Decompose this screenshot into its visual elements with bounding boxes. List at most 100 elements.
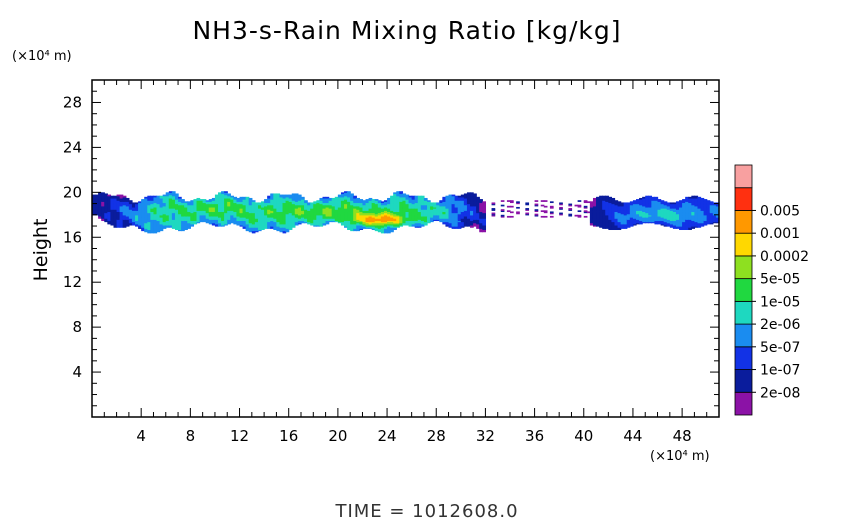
heatmap-cell bbox=[608, 200, 613, 202]
heatmap-cell bbox=[420, 210, 425, 213]
heatmap-cell bbox=[236, 209, 241, 211]
heatmap-cell bbox=[451, 221, 456, 224]
heatmap-cell bbox=[620, 224, 625, 227]
heatmap-cell bbox=[257, 217, 262, 219]
heatmap-cell bbox=[331, 217, 336, 219]
heatmap-cell bbox=[445, 212, 450, 215]
heatmap-cell bbox=[414, 223, 419, 226]
heatmap-cell bbox=[417, 208, 422, 210]
heatmap-cell bbox=[174, 220, 179, 223]
heatmap-cell bbox=[319, 223, 324, 226]
heatmap-cell bbox=[642, 217, 646, 219]
heatmap-cell bbox=[399, 195, 404, 198]
heatmap-cell bbox=[568, 203, 573, 206]
heatmap-cell bbox=[227, 200, 231, 202]
heatmap-cell bbox=[476, 226, 480, 228]
heatmap-cell bbox=[602, 226, 606, 228]
heatmap-cell bbox=[202, 214, 207, 217]
heatmap-cell bbox=[362, 219, 367, 222]
heatmap-cell bbox=[706, 219, 711, 222]
heatmap-cell bbox=[479, 200, 483, 202]
heatmap-cell bbox=[301, 215, 305, 218]
heatmap-cell bbox=[270, 205, 274, 208]
heatmap-cell bbox=[285, 229, 290, 232]
heatmap-cell bbox=[257, 209, 262, 211]
heatmap-cell bbox=[325, 214, 330, 217]
heatmap-cell bbox=[199, 205, 204, 208]
heatmap-cell bbox=[371, 219, 376, 222]
heatmap-cell bbox=[436, 202, 440, 205]
heatmap-cell bbox=[301, 211, 305, 214]
heatmap-cell bbox=[390, 200, 394, 202]
heatmap-cell bbox=[353, 195, 357, 198]
heatmap-cell bbox=[218, 201, 222, 204]
heatmap-cell bbox=[236, 208, 241, 210]
heatmap-cell bbox=[430, 202, 434, 205]
heatmap-cell bbox=[350, 204, 354, 207]
heatmap-cell bbox=[362, 218, 367, 220]
heatmap-cell bbox=[445, 221, 450, 224]
heatmap-cell bbox=[282, 222, 287, 225]
heatmap-cell bbox=[479, 199, 483, 201]
heatmap-cell bbox=[387, 206, 391, 209]
heatmap-cell bbox=[688, 201, 692, 204]
heatmap-cell bbox=[436, 214, 440, 217]
heatmap-cell bbox=[682, 205, 686, 208]
heatmap-cell bbox=[414, 206, 419, 209]
heatmap-cell bbox=[159, 224, 164, 227]
heatmap-cell bbox=[344, 221, 348, 224]
heatmap-cell bbox=[645, 214, 649, 217]
heatmap-cell bbox=[479, 209, 483, 211]
heatmap-cell bbox=[322, 199, 327, 201]
heatmap-cell bbox=[451, 217, 456, 219]
heatmap-cell bbox=[491, 213, 496, 216]
heatmap-cell bbox=[104, 200, 108, 202]
heatmap-cell bbox=[239, 217, 244, 219]
heatmap-cell bbox=[405, 206, 410, 209]
heatmap-cell bbox=[276, 196, 281, 199]
heatmap-cell bbox=[211, 206, 216, 209]
heatmap-cell bbox=[236, 202, 241, 205]
heatmap-cell bbox=[187, 212, 191, 215]
heatmap-cell bbox=[344, 192, 348, 195]
heatmap-cell bbox=[605, 213, 609, 216]
heatmap-cell bbox=[171, 214, 176, 217]
heatmap-cell bbox=[337, 219, 342, 222]
heatmap-cell bbox=[316, 201, 321, 204]
heatmap-cell bbox=[697, 215, 702, 218]
heatmap-cell bbox=[442, 218, 447, 220]
heatmap-cell bbox=[337, 199, 342, 201]
heatmap-cell bbox=[165, 202, 170, 205]
heatmap-cell bbox=[405, 223, 410, 226]
heatmap-cell bbox=[626, 204, 631, 207]
heatmap-cell bbox=[356, 217, 360, 219]
heatmap-cell bbox=[242, 201, 247, 204]
heatmap-cell bbox=[264, 205, 268, 208]
heatmap-cell bbox=[208, 222, 213, 225]
heatmap-cell bbox=[159, 214, 164, 217]
heatmap-cell bbox=[331, 203, 336, 206]
heatmap-cell bbox=[654, 205, 659, 208]
heatmap-cell bbox=[285, 205, 290, 208]
heatmap-cell bbox=[654, 202, 659, 205]
heatmap-cell bbox=[666, 220, 671, 223]
heatmap-cell bbox=[592, 212, 597, 215]
heatmap-cell bbox=[399, 192, 404, 195]
heatmap-cell bbox=[344, 200, 348, 202]
x-tick-label: 48 bbox=[673, 427, 692, 445]
heatmap-cell bbox=[178, 209, 182, 211]
heatmap-cell bbox=[227, 201, 231, 204]
heatmap-cell bbox=[390, 211, 394, 214]
heatmap-cell bbox=[457, 195, 462, 198]
heatmap-cell bbox=[227, 217, 231, 219]
heatmap-cell bbox=[605, 226, 609, 228]
heatmap-cell bbox=[251, 226, 256, 228]
heatmap-cell bbox=[691, 212, 696, 215]
heatmap-cell bbox=[479, 221, 483, 224]
heatmap-cell bbox=[353, 196, 357, 199]
heatmap-cell bbox=[599, 206, 603, 209]
heatmap-cell bbox=[390, 223, 394, 226]
heatmap-cell bbox=[672, 224, 677, 227]
heatmap-cell bbox=[636, 199, 640, 201]
heatmap-cell bbox=[482, 214, 487, 217]
